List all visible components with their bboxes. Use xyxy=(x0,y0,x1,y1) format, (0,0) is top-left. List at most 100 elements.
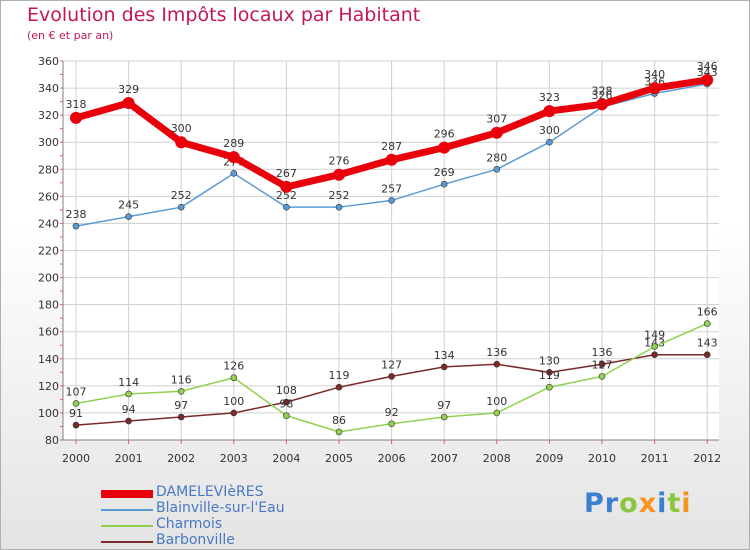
data-point xyxy=(440,413,448,421)
logo-letter: x xyxy=(638,488,658,519)
y-tick-label: 340 xyxy=(38,82,59,95)
data-label: 126 xyxy=(223,360,244,373)
data-label: 346 xyxy=(697,60,718,73)
y-tick-label: 320 xyxy=(38,109,59,122)
x-tick-label: 2011 xyxy=(641,452,669,465)
data-point xyxy=(175,136,188,149)
data-label: 127 xyxy=(381,358,402,371)
x-tick-label: 2008 xyxy=(483,452,511,465)
logo-letter: o xyxy=(619,488,639,519)
data-point xyxy=(703,320,711,327)
data-label: 307 xyxy=(486,113,507,126)
data-point xyxy=(440,363,448,371)
data-label: 97 xyxy=(174,399,188,412)
data-label: 116 xyxy=(171,373,192,386)
data-label: 114 xyxy=(118,376,139,389)
data-label: 98 xyxy=(279,398,293,411)
logo-letter: t xyxy=(667,488,682,519)
x-tick-label: 2010 xyxy=(588,452,616,465)
data-point xyxy=(493,360,501,368)
data-point xyxy=(335,383,343,391)
y-tick-label: 80 xyxy=(45,434,59,447)
data-point xyxy=(598,360,606,368)
data-label: 136 xyxy=(592,346,613,359)
y-tick-label: 240 xyxy=(38,217,59,230)
legend-swatch xyxy=(101,509,153,511)
data-label: 245 xyxy=(118,199,139,212)
data-point xyxy=(125,213,132,220)
data-label: 143 xyxy=(697,337,718,350)
data-point xyxy=(227,151,240,164)
data-label: 296 xyxy=(434,128,455,141)
data-point xyxy=(598,373,606,380)
legend-swatch xyxy=(101,541,153,543)
legend-swatch xyxy=(101,490,153,498)
data-point xyxy=(72,400,80,407)
x-tick-label: 2000 xyxy=(62,452,90,465)
logo-letter: P xyxy=(584,488,605,519)
data-point xyxy=(72,222,80,230)
data-point xyxy=(177,387,185,395)
chart-title: Evolution des Impôts locaux par Habitant xyxy=(27,4,421,26)
data-point xyxy=(596,98,608,111)
data-point xyxy=(177,413,185,421)
data-point xyxy=(230,409,238,417)
data-label: 130 xyxy=(539,354,560,367)
x-tick-label: 2006 xyxy=(378,452,406,465)
data-point xyxy=(177,203,185,211)
logo-letter: i xyxy=(657,488,668,519)
data-label: 127 xyxy=(592,358,613,371)
logo-letter: r xyxy=(604,488,620,519)
y-tick-label: 180 xyxy=(38,299,59,312)
data-point xyxy=(651,343,658,350)
data-label: 119 xyxy=(329,369,350,382)
data-point xyxy=(648,82,661,95)
legend-swatch xyxy=(101,525,153,527)
x-tick-label: 2001 xyxy=(115,452,143,465)
y-tick-label: 160 xyxy=(38,326,59,339)
data-label: 257 xyxy=(381,182,402,195)
data-point xyxy=(72,421,80,429)
y-tick-label: 360 xyxy=(38,55,59,68)
x-tick-label: 2003 xyxy=(220,452,248,465)
data-label: 340 xyxy=(644,68,665,81)
data-point xyxy=(438,141,451,154)
data-point xyxy=(701,73,714,86)
data-label: 323 xyxy=(539,91,560,104)
data-point xyxy=(280,180,293,193)
data-label: 300 xyxy=(171,122,192,135)
y-tick-label: 100 xyxy=(38,407,59,420)
data-point xyxy=(230,170,238,177)
data-point xyxy=(283,398,290,406)
data-point xyxy=(546,369,553,376)
chart-subtitle: (en € et par an) xyxy=(27,29,114,42)
data-point xyxy=(703,351,711,359)
data-point xyxy=(122,96,135,109)
x-tick-label: 2007 xyxy=(430,452,458,465)
data-label: 143 xyxy=(644,337,665,350)
data-label: 134 xyxy=(434,349,455,362)
data-label: 166 xyxy=(697,306,718,319)
data-point xyxy=(543,105,556,118)
logo-letter: i xyxy=(681,488,692,519)
legend-label: Blainville-sur-l'Eau xyxy=(156,500,285,516)
data-point xyxy=(125,417,132,425)
data-point xyxy=(283,412,290,419)
x-tick-label: 2005 xyxy=(325,452,353,465)
y-tick-label: 200 xyxy=(38,272,59,285)
data-label: 149 xyxy=(644,329,665,342)
data-label: 280 xyxy=(486,151,507,164)
data-label: 97 xyxy=(437,399,451,412)
data-label: 136 xyxy=(486,346,507,359)
data-point xyxy=(493,409,501,417)
legend-label: Barbonville xyxy=(156,532,235,548)
data-label: 269 xyxy=(434,166,455,179)
data-label: 108 xyxy=(276,384,297,397)
data-point xyxy=(385,153,398,166)
data-point xyxy=(490,126,503,139)
data-label: 329 xyxy=(118,83,139,96)
data-point xyxy=(440,180,448,188)
data-point xyxy=(546,383,553,391)
